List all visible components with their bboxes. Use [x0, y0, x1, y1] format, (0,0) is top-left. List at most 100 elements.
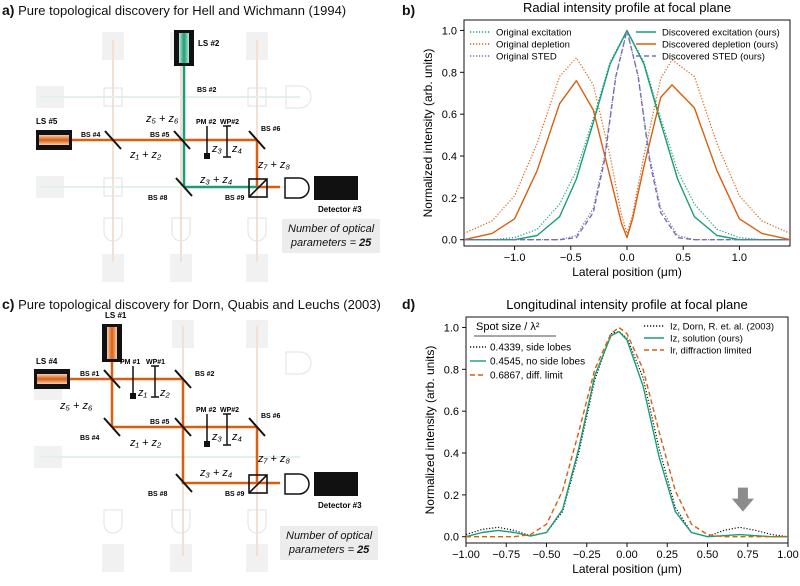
- y-tick-label: 0.2: [444, 490, 459, 502]
- params-c-value: 25: [357, 544, 370, 556]
- y-tick-label: 0.4: [444, 448, 459, 460]
- x-tick-label: −1.00: [452, 549, 480, 561]
- panel-a-setup: LS #2 LS #5 BS #2 BS #4 BS #5 BS #6 BS #…: [36, 30, 362, 282]
- y-tick-label: 0.2: [442, 193, 457, 205]
- x-tick-label: 0.25: [657, 549, 678, 561]
- beam-splitter-9: [248, 178, 268, 198]
- y-tick-label: 0.6: [444, 406, 459, 418]
- legend-label-1: Original depletion: [496, 40, 570, 51]
- label-ls1: LS #1: [105, 311, 127, 320]
- label-bs6-c: BS #6: [261, 413, 281, 420]
- series-line-5: [464, 29, 790, 241]
- x-axis-label: Lateral position (μm): [572, 265, 682, 279]
- panel-a-params: Number of optical parameters = 25: [282, 219, 381, 253]
- label-z78: z₇ + z₈: [257, 159, 290, 171]
- series-line-2: [466, 326, 788, 538]
- series-line-0: [464, 29, 790, 241]
- x-tick-label: −0.50: [533, 549, 561, 561]
- arrow-shaft: [737, 487, 748, 500]
- label-bs8-c: BS #8: [148, 491, 168, 498]
- x-tick-label: 0.5: [676, 252, 691, 264]
- y-tick-label: 0.0: [444, 532, 459, 544]
- label-detector3: Detector #3: [318, 205, 362, 214]
- x-tick-label: −0.25: [573, 549, 601, 561]
- label-ls2: LS #2: [198, 39, 220, 48]
- x-tick-label: 0.00: [616, 549, 637, 561]
- detector-3-c: [314, 472, 358, 496]
- detector-3: [314, 176, 358, 200]
- y-tick-label: 1.0: [442, 25, 457, 37]
- label-bs4-c: BS #4: [80, 435, 100, 442]
- chart-title: Radial intensity profile at focal plane: [523, 0, 731, 15]
- x-tick-label: −0.5: [560, 252, 582, 264]
- legend-label-d-1: Iz, solution (ours): [670, 334, 743, 345]
- legend-label-d-0: Iz, Dorn, R. et. al. (2003): [670, 322, 774, 333]
- label-bs2: BS #2: [197, 87, 217, 94]
- background-grid-c: [34, 320, 312, 572]
- legend-label-2: Original STED: [496, 52, 557, 63]
- y-tick-label: 0.4: [442, 151, 457, 163]
- beam-splitter-1: [103, 369, 121, 389]
- label-wp1: WP#1: [146, 359, 165, 366]
- y-tick-label: 0.8: [442, 67, 457, 79]
- x-tick-label: 0.50: [697, 549, 718, 561]
- label-pm1: PM #1: [120, 359, 140, 366]
- params-a-value: 25: [359, 237, 372, 249]
- beam-splitter-9-c: [248, 474, 268, 494]
- panel-c-setup: LS #1 LS #4 BS #1 BS #2 BS #4 BS #5 BS #…: [34, 311, 362, 572]
- label-z12: z₁ + z₂: [129, 149, 162, 161]
- label-bs5-c: BS #5: [150, 419, 170, 426]
- y-axis-label: Normalized intensity (arb. units): [421, 49, 435, 218]
- panel-c-title-text: Pure topological discovery for Dorn, Qua…: [18, 297, 381, 312]
- label-pm2: PM #2: [196, 119, 216, 126]
- x-tick-label: −1.0: [504, 252, 526, 264]
- arrow-head: [731, 498, 754, 512]
- label-z56: z₅ + z₆: [145, 113, 179, 125]
- panel-c-params: Number of optical parameters = 25: [280, 526, 379, 560]
- inset-label-1: 0.4545, no side lobes: [490, 357, 585, 368]
- x-axis-label: Lateral position (μm): [572, 562, 682, 576]
- x-tick-label: 0.75: [737, 549, 758, 561]
- label-bs9-c: BS #9: [225, 491, 245, 498]
- label-wp2-c: WP#2: [220, 407, 239, 414]
- label-z56-c: z₅ + z₆: [59, 400, 93, 412]
- label-z4: z₄: [231, 143, 242, 155]
- inset-label-0: 0.4339, side lobes: [490, 343, 571, 354]
- label-pm2-c: PM #2: [196, 407, 216, 414]
- legend-label-0: Original excitation: [496, 28, 572, 39]
- inset-label-2: 0.6867, diff. limit: [490, 371, 563, 382]
- series-line-0: [465, 331, 789, 538]
- label-wp2: WP#2: [220, 119, 239, 126]
- y-tick-label: 0.8: [444, 364, 459, 376]
- beam-splitter-6-c: [248, 417, 266, 437]
- panel-b-letter-wrap: b): [402, 2, 415, 18]
- panel-c-letter: c): [2, 296, 15, 312]
- side-lobe-arrow: [731, 487, 754, 512]
- label-z12-c: z₁ + z₂: [129, 437, 162, 449]
- panel-c-title: c) Pure topological discovery for Dorn, …: [2, 296, 381, 312]
- params-c-line1: Number of optical: [286, 530, 373, 542]
- series-line-4: [463, 79, 791, 241]
- beam-splitter-6: [248, 130, 266, 150]
- label-bs4: BS #4: [81, 132, 101, 139]
- y-tick-label: 0.6: [442, 109, 457, 121]
- legend-label-4: Discovered depletion (ours): [662, 40, 778, 51]
- x-tick-label: 1.00: [777, 549, 798, 561]
- label-detector3-c: Detector #3: [318, 501, 362, 510]
- chart-title: Longitudinal intensity profile at focal …: [506, 297, 747, 312]
- label-z4-c: z₄: [231, 431, 242, 443]
- detector-housing-c: [284, 473, 310, 495]
- y-tick-label: 0.0: [442, 235, 457, 247]
- legend-label-3: Discovered excitation (ours): [662, 28, 780, 39]
- label-z34: z₃ + z₄: [199, 174, 232, 186]
- label-bs8: BS #8: [148, 195, 168, 202]
- label-ls5: LS #5: [36, 117, 58, 126]
- params-a-line2: parameters =: [290, 237, 360, 249]
- label-z78-c: z₇ + z₈: [257, 453, 290, 465]
- label-z34-c: z₃ + z₄: [199, 467, 232, 479]
- legend-label-d-2: Ir, diffraction limited: [670, 346, 752, 357]
- panel-d-letter-wrap: d): [402, 296, 415, 312]
- detector-housing: [284, 177, 310, 199]
- inset-title: Spot size / λ²: [476, 321, 540, 333]
